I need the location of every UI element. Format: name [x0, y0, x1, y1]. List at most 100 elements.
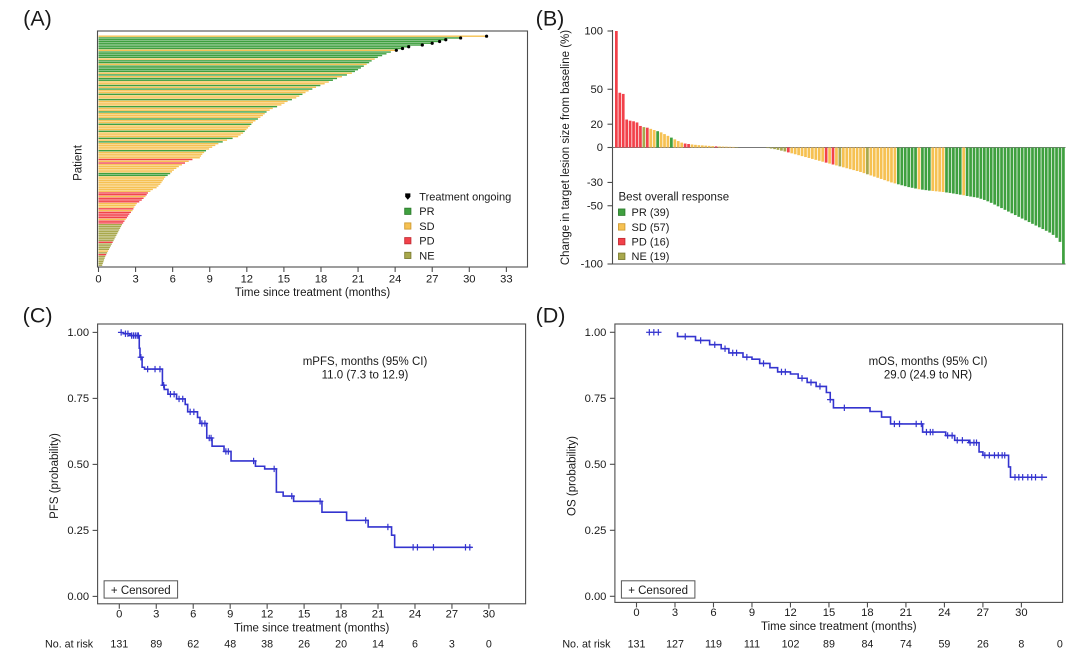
- svg-text:26: 26: [977, 638, 989, 650]
- svg-text:100: 100: [584, 26, 603, 38]
- svg-text:131: 131: [110, 638, 128, 650]
- svg-text:PR (39): PR (39): [632, 207, 670, 219]
- svg-text:0.00: 0.00: [67, 591, 89, 603]
- svg-text:24: 24: [938, 607, 950, 619]
- svg-text:74: 74: [900, 638, 912, 650]
- svg-text:PR: PR: [419, 206, 434, 218]
- svg-text:NE (19): NE (19): [632, 251, 670, 263]
- svg-text:89: 89: [150, 638, 162, 650]
- svg-text:9: 9: [749, 607, 755, 619]
- svg-text:89: 89: [823, 638, 835, 650]
- svg-text:59: 59: [938, 638, 950, 650]
- svg-text:0.00: 0.00: [585, 591, 607, 603]
- svg-text:PD (16): PD (16): [632, 237, 670, 249]
- svg-text:27: 27: [977, 607, 989, 619]
- svg-text:+ Censored: + Censored: [628, 585, 688, 597]
- svg-text:6: 6: [710, 607, 716, 619]
- svg-text:131: 131: [628, 638, 646, 650]
- svg-text:0: 0: [116, 609, 122, 621]
- svg-text:27: 27: [426, 274, 438, 286]
- svg-text:mOS, months (95% CI): mOS, months (95% CI): [869, 356, 988, 368]
- svg-text:62: 62: [187, 638, 199, 650]
- svg-text:50: 50: [591, 84, 603, 96]
- svg-text:Best overall response: Best overall response: [619, 191, 730, 203]
- svg-text:12: 12: [784, 607, 796, 619]
- svg-text:18: 18: [861, 607, 873, 619]
- svg-text:15: 15: [823, 607, 835, 619]
- svg-text:No. at risk: No. at risk: [45, 638, 94, 650]
- svg-text:11.0 (7.3 to 12.9): 11.0 (7.3 to 12.9): [322, 370, 409, 382]
- svg-text:15: 15: [298, 609, 310, 621]
- svg-text:84: 84: [861, 638, 873, 650]
- svg-text:26: 26: [298, 638, 310, 650]
- svg-text:18: 18: [335, 609, 347, 621]
- svg-text:1.00: 1.00: [67, 327, 89, 339]
- svg-text:mPFS, months (95% CI): mPFS, months (95% CI): [303, 356, 428, 368]
- svg-text:27: 27: [446, 609, 458, 621]
- svg-text:(A): (A): [23, 7, 52, 31]
- svg-text:0: 0: [486, 638, 492, 650]
- svg-text:Patient: Patient: [73, 144, 85, 181]
- svg-text:102: 102: [782, 638, 800, 650]
- svg-text:30: 30: [463, 274, 475, 286]
- svg-text:0: 0: [95, 274, 101, 286]
- svg-text:(B): (B): [536, 7, 565, 31]
- svg-text:48: 48: [224, 638, 236, 650]
- svg-text:30: 30: [1015, 607, 1027, 619]
- svg-text:Change in target lesion size f: Change in target lesion size from baseli…: [560, 30, 572, 265]
- svg-text:9: 9: [227, 609, 233, 621]
- svg-text:24: 24: [389, 274, 401, 286]
- svg-text:18: 18: [315, 274, 327, 286]
- svg-text:SD: SD: [419, 221, 434, 233]
- svg-text:0: 0: [1057, 638, 1063, 650]
- svg-text:No. at risk: No. at risk: [562, 638, 611, 650]
- svg-text:20: 20: [335, 638, 347, 650]
- svg-text:PD: PD: [419, 236, 434, 248]
- svg-text:0.25: 0.25: [585, 525, 607, 537]
- svg-text:9: 9: [207, 274, 213, 286]
- svg-text:+ Censored: + Censored: [111, 585, 171, 597]
- svg-text:OS (probability): OS (probability): [566, 436, 578, 516]
- svg-text:38: 38: [261, 638, 273, 650]
- svg-text:21: 21: [900, 607, 912, 619]
- svg-text:24: 24: [409, 609, 421, 621]
- svg-text:SD (57): SD (57): [632, 222, 670, 234]
- svg-text:0.75: 0.75: [585, 393, 607, 405]
- svg-text:-100: -100: [581, 259, 603, 271]
- svg-text:0: 0: [633, 607, 639, 619]
- svg-text:14: 14: [372, 638, 384, 650]
- svg-text:29.0 (24.9 to NR): 29.0 (24.9 to NR): [884, 370, 972, 382]
- svg-text:30: 30: [483, 609, 495, 621]
- svg-text:1.00: 1.00: [585, 327, 607, 339]
- svg-text:(C): (C): [23, 304, 53, 328]
- svg-text:6: 6: [412, 638, 418, 650]
- svg-text:3: 3: [132, 274, 138, 286]
- svg-text:Treatment ongoing: Treatment ongoing: [419, 191, 511, 203]
- svg-text:PFS (probability): PFS (probability): [49, 433, 61, 519]
- svg-text:0.75: 0.75: [67, 393, 89, 405]
- svg-text:(D): (D): [536, 304, 566, 328]
- svg-text:127: 127: [666, 638, 684, 650]
- svg-text:8: 8: [1018, 638, 1024, 650]
- svg-text:21: 21: [372, 609, 384, 621]
- svg-text:3: 3: [449, 638, 455, 650]
- svg-text:3: 3: [672, 607, 678, 619]
- svg-text:0: 0: [597, 142, 603, 154]
- svg-text:-50: -50: [587, 200, 603, 212]
- svg-text:111: 111: [744, 638, 760, 650]
- svg-text:6: 6: [170, 274, 176, 286]
- svg-text:3: 3: [153, 609, 159, 621]
- svg-text:15: 15: [278, 274, 290, 286]
- svg-text:0.25: 0.25: [67, 525, 89, 537]
- svg-text:-30: -30: [587, 177, 603, 189]
- svg-text:119: 119: [705, 638, 722, 650]
- svg-text:6: 6: [190, 609, 196, 621]
- svg-text:21: 21: [352, 274, 364, 286]
- svg-text:12: 12: [241, 274, 253, 286]
- svg-text:12: 12: [261, 609, 273, 621]
- svg-text:33: 33: [500, 274, 512, 286]
- svg-text:NE: NE: [419, 250, 434, 262]
- svg-text:20: 20: [591, 119, 603, 131]
- svg-text:0.50: 0.50: [585, 459, 607, 471]
- svg-text:Time since treatment (months): Time since treatment (months): [235, 287, 391, 299]
